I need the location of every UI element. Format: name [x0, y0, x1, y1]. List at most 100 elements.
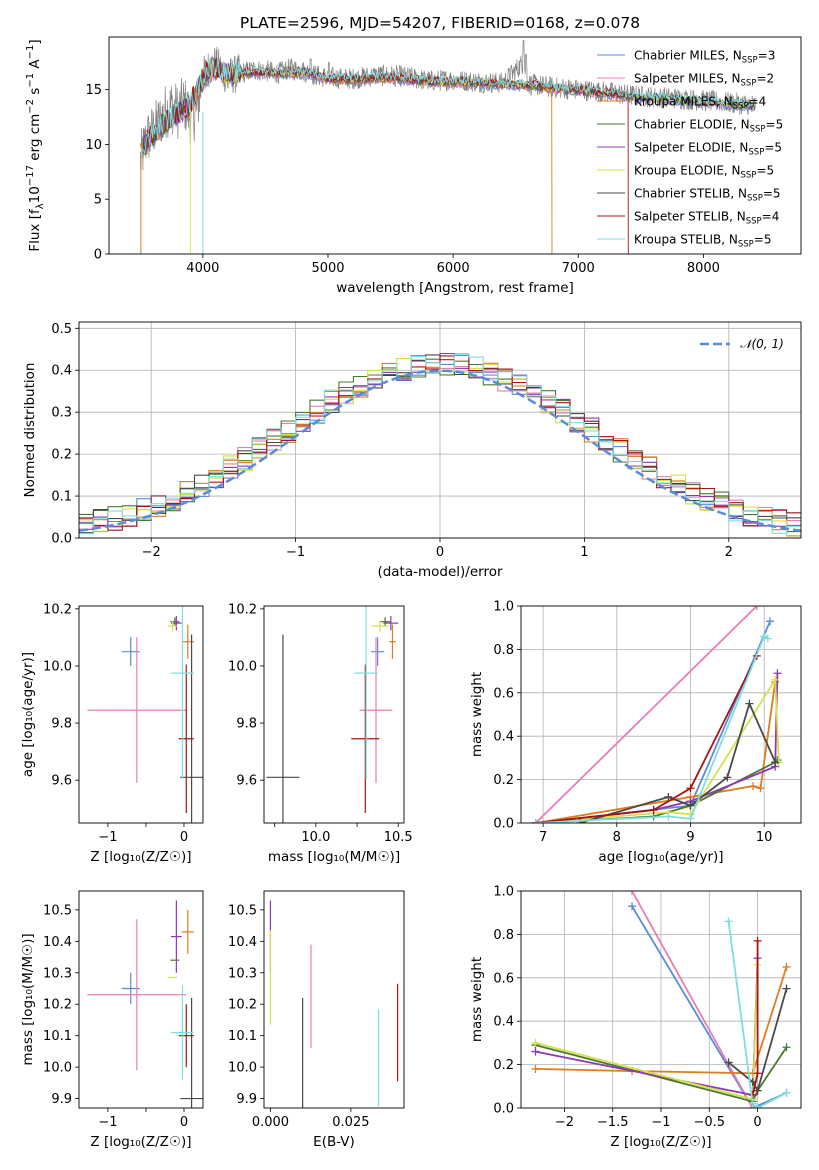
- legend-label: Kroupa STELIB, NSSP=5: [634, 233, 772, 250]
- weight-marker-chabrier_stelib: [745, 699, 754, 708]
- x-tick-label: 0: [436, 545, 444, 560]
- weight-line-kroupa_elodie: [535, 964, 759, 1101]
- weight-marker-chabrier_stelib: [771, 758, 780, 767]
- y-tick-label: 10.2: [43, 998, 72, 1013]
- x-axis-label: mass [log₁₀(M/M☉)]: [268, 849, 400, 865]
- y-tick-label: 10.4: [228, 935, 257, 950]
- axes-frame: [520, 890, 802, 1109]
- legend-label-sub: SSP: [741, 171, 757, 181]
- weight-marker-chabrier_stelib: [753, 1086, 762, 1095]
- legend-label-value: =2: [756, 72, 774, 86]
- y-tick-label: 10.1: [43, 1029, 72, 1044]
- normal-curve: [79, 369, 801, 532]
- x-axis-label: E(B-V): [313, 1134, 355, 1150]
- legend-label-text: Kroupa ELODIE, N: [634, 164, 741, 178]
- y-tick-label: 0.4: [51, 364, 72, 379]
- y-tick-label: 9.9: [51, 1092, 72, 1107]
- weight-marker-chabrier_stelib: [686, 801, 695, 810]
- y-tick-label: 0.2: [493, 1058, 514, 1073]
- x-tick-label: −1: [98, 830, 117, 845]
- legend-label-sub: SSP: [733, 102, 749, 112]
- x-tick-label: −1: [98, 1115, 117, 1130]
- model-kroupa_elodie: [189, 59, 757, 254]
- y-tick-label: 1.0: [493, 885, 514, 900]
- x-tick-label: 0.000: [252, 1115, 289, 1130]
- y-axis-label-part: 10: [27, 186, 43, 203]
- weight-marker-chabrier_stelib: [724, 1058, 733, 1067]
- legend-label-value: =4: [749, 95, 767, 109]
- legend-label-value: =4: [762, 210, 780, 224]
- figure-title: PLATE=2596, MJD=54207, FIBERID=0168, z=0…: [240, 14, 640, 32]
- weight-marker-kroupa_miles: [531, 1064, 540, 1073]
- y-axis-label-part: −1: [25, 73, 36, 88]
- weight-line-kroupa_stelib: [727, 921, 787, 1108]
- weight-marker-salpeter_elodie: [531, 1047, 540, 1056]
- y-axis-label-part: λ: [35, 203, 46, 209]
- spectrum-plot-area: [139, 39, 757, 254]
- panel-mass-vs-z: −1 0 9.9 10.0 10.1 10.2 10.3 10.4 10.5 Z [log₁₀(Z…: [20, 890, 204, 1150]
- y-tick-label: 9.8: [51, 717, 72, 732]
- legend-label-text: Chabrier MILES, N: [634, 49, 742, 63]
- y-axis-label: mass weight: [469, 672, 485, 757]
- legend-label-value: =5: [764, 141, 782, 155]
- weight-marker-salpeter_stelib: [649, 805, 658, 814]
- y-axis-label: Flux [fλ10−17 erg cm−2 s−1 A−1]: [25, 39, 46, 251]
- y-axis-label: age [log₁₀(age/yr)]: [20, 652, 36, 777]
- x-tick-label: −2: [142, 545, 161, 560]
- panel-age-vs-z: −1 0 9.6 9.8 10.0 10.2 Z [log₁₀(Z/Z☉)] age [log…: [20, 602, 204, 865]
- y-axis-label-part: −17: [25, 165, 36, 186]
- y-axis-label-part: −1: [25, 45, 36, 60]
- y-axis-label-part: A: [27, 59, 43, 73]
- weight-marker-chabrier_stelib: [664, 792, 673, 801]
- errorbar-area: [87, 900, 203, 1108]
- axes-frame: [78, 890, 204, 1109]
- y-tick-label: 10.5: [228, 903, 257, 918]
- weight-marker-salpeter_stelib: [686, 784, 695, 793]
- axes-frame: [108, 36, 802, 255]
- x-tick-label: 10: [756, 830, 773, 845]
- legend-label-value: =5: [754, 233, 772, 247]
- legend-label: Chabrier STELIB, NSSP=5: [634, 187, 781, 204]
- legend-label-sub: SSP: [747, 194, 763, 204]
- weight-line-kroupa_stelib: [535, 635, 769, 823]
- weight-marker-kroupa_stelib: [686, 814, 695, 823]
- x-tick-label: −0.5: [693, 1115, 725, 1130]
- weight-marker-chabrier_miles: [766, 617, 775, 626]
- x-axis-label: (data-model)/error: [377, 564, 503, 580]
- legend-label-sub: SSP: [750, 125, 766, 135]
- y-tick-label: 0.2: [51, 448, 72, 463]
- weight-line-kroupa_miles: [535, 681, 777, 823]
- y-tick-label: 0.5: [51, 322, 72, 337]
- y-tick-label: 0.3: [51, 406, 72, 421]
- legend-label-value: =5: [756, 164, 774, 178]
- weight-marker-chabrier_miles: [628, 902, 637, 911]
- x-axis-label: Z [log₁₀(Z/Z☉)]: [90, 1134, 191, 1150]
- x-tick-label: 7000: [562, 261, 595, 276]
- weight-marker-chabrier_elodie: [782, 1043, 791, 1052]
- legend-label-sub: SSP: [742, 56, 758, 66]
- panel-age-vs-mass: 10.0 10.5 9.6 9.8 10.0 10.2 mass [log₁₀(M/M☉)]: [228, 602, 413, 865]
- x-tick-label: 0: [753, 1115, 761, 1130]
- y-axis-label-part: erg cm: [27, 114, 43, 165]
- y-tick-label: 0.0: [493, 1102, 514, 1117]
- panel-weight-vs-z: −2 −1.5 −1 −0.5 0 0.0 0.2 0.4 0.6 0.8 1.0 Z [log₁₀(…: [469, 885, 802, 1150]
- panel-weight-vs-age: 7 8 9 10 0.0 0.2 0.4 0.6 0.8 1.0 age [log₁₀(age/yr…: [469, 600, 802, 865]
- x-tick-label: −1: [651, 1115, 670, 1130]
- y-tick-label: 10.0: [43, 659, 72, 674]
- y-tick-label: 0.8: [493, 928, 514, 943]
- x-tick-label: 0.025: [332, 1115, 369, 1130]
- y-tick-label: 9.9: [236, 1092, 257, 1107]
- x-tick-label: 8: [613, 830, 621, 845]
- weight-marker-kroupa_stelib: [531, 819, 540, 823]
- axes-frame: [263, 605, 405, 824]
- legend-label: Chabrier ELODIE, NSSP=5: [634, 118, 783, 135]
- x-tick-label: 6000: [437, 261, 470, 276]
- x-axis-label: Z [log₁₀(Z/Z☉)]: [90, 849, 191, 865]
- y-tick-label: 9.6: [51, 774, 72, 789]
- weight-marker-kroupa_miles: [749, 782, 758, 791]
- y-tick-label: 0: [94, 248, 102, 263]
- legend-label-text: Kroupa STELIB, N: [634, 233, 738, 247]
- y-tick-label: 0.1: [51, 490, 72, 505]
- weight-marker-chabrier_stelib: [782, 984, 791, 993]
- y-axis-label-part: s: [27, 88, 43, 99]
